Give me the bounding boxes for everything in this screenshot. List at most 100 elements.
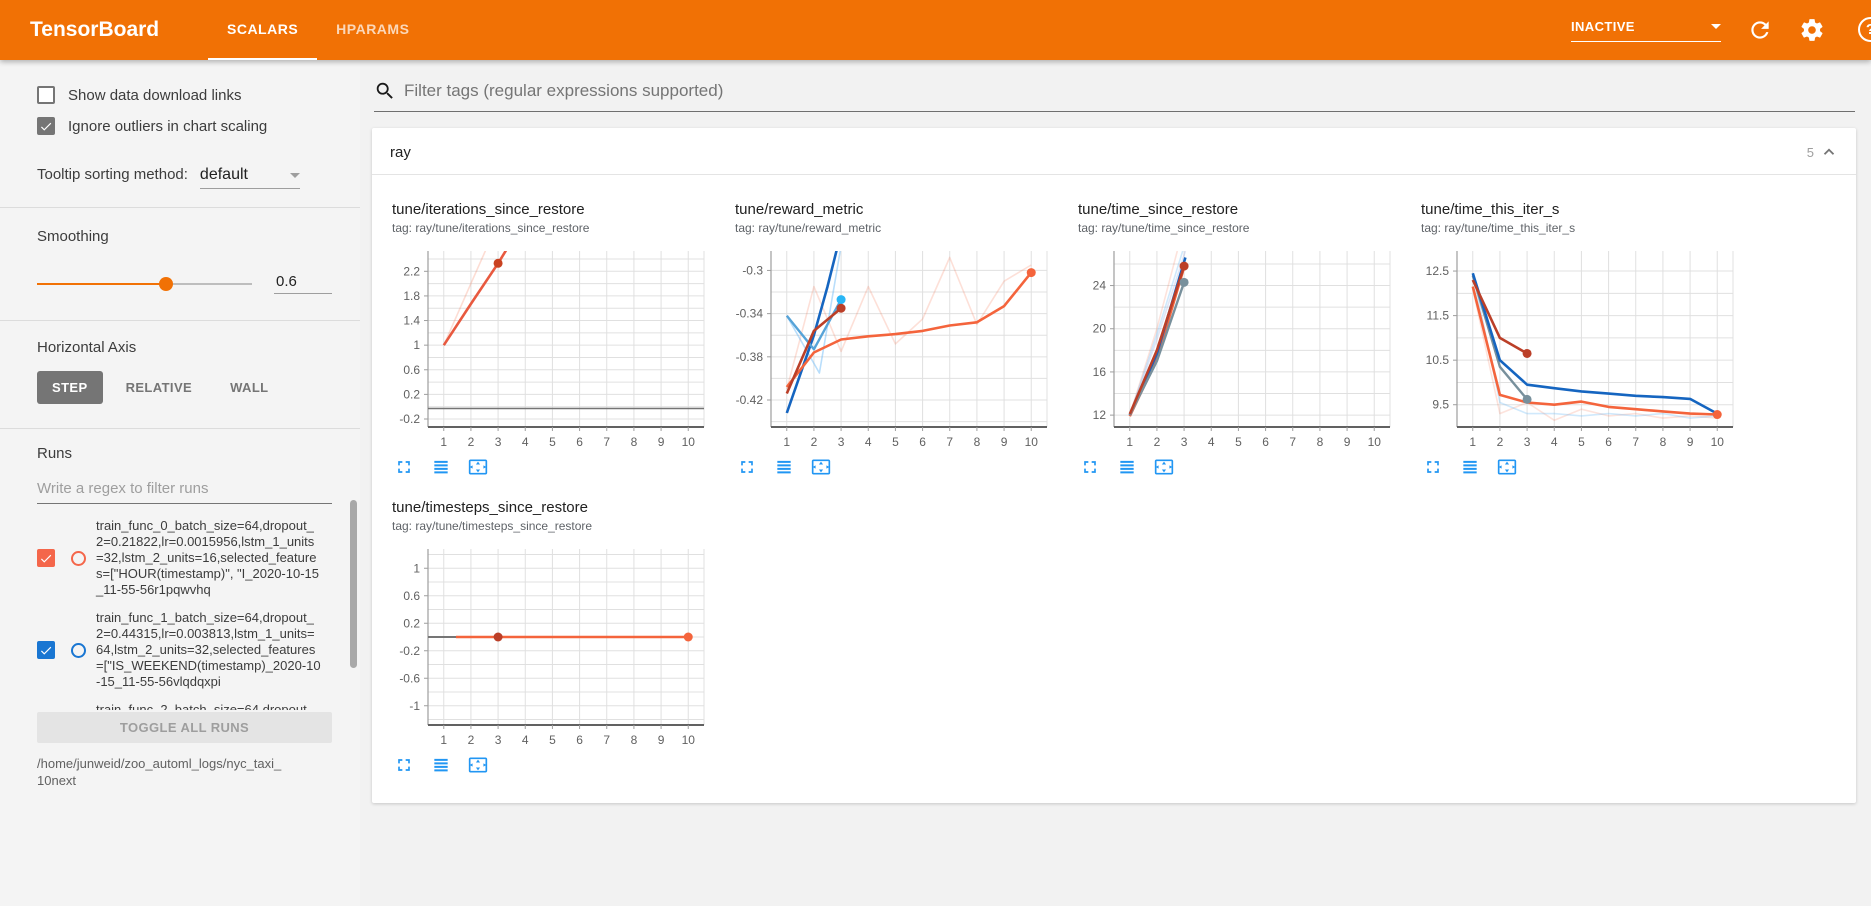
run-radio[interactable] [71,642,86,658]
chart-card-3: tune/time_this_iter_s tag: ray/tune/time_… [1409,189,1752,477]
horizontal-axis-label: Horizontal Axis [37,339,137,356]
fullscreen-icon[interactable] [1423,457,1443,477]
checkbox-label: Show data download links [68,86,242,104]
svg-text:9: 9 [658,733,665,747]
runs-section: Runs train_func_0_batch_size=64,dropout_… [0,429,360,789]
tag-group-header[interactable]: ray 5 [372,128,1856,175]
svg-text:-1: -1 [409,699,420,713]
tab-scalars[interactable]: SCALARS [208,0,318,60]
svg-text:10: 10 [1368,435,1382,449]
line-chart-plot[interactable]: -0.3 -0.34 -0.38 -0.42 1 2 3 4 5 6 7 8 9 10 [723,243,1053,455]
svg-text:12.5: 12.5 [1426,264,1450,278]
svg-text:16: 16 [1093,365,1107,379]
chart-actions [394,755,723,775]
settings-sidebar: Show data download links Ignore outliers… [0,60,360,906]
svg-text:4: 4 [1551,435,1558,449]
svg-text:7: 7 [603,435,610,449]
fullscreen-icon[interactable] [1080,457,1100,477]
tooltip-sorting-dropdown[interactable]: default [199,166,300,189]
checkbox-unchecked-icon[interactable] [37,86,55,104]
settings-gear-icon[interactable] [1799,17,1825,43]
svg-text:4: 4 [865,435,872,449]
run-selector-icon[interactable] [431,457,451,477]
status-badge: INACTIVE [1571,18,1635,34]
chart-tag: tag: ray/tune/time_this_iter_s [1421,221,1576,235]
svg-text:6: 6 [1605,435,1612,449]
ignore-outliers-option[interactable]: Ignore outliers in chart scaling [37,117,332,135]
svg-text:12: 12 [1093,408,1107,422]
checkbox-checked-icon[interactable] [37,117,55,135]
chart-title: tune/iterations_since_restore [392,201,585,218]
run-item-0[interactable]: train_func_0_batch_size=64,dropout_2=0.2… [37,518,332,598]
topbar-actions: INACTIVE [1571,17,1871,43]
fullscreen-icon[interactable] [394,755,414,775]
axis-option-wall[interactable]: WALL [230,380,269,395]
slider-fill [37,282,166,285]
slider-thumb[interactable] [159,276,173,291]
tag-filter-row [374,80,1855,112]
run-selector-icon[interactable] [1460,457,1480,477]
svg-text:1: 1 [413,561,420,575]
run-selector-icon[interactable] [1117,457,1137,477]
run-item-2[interactable]: train_func_2_batch_size=64,dropout_2= [37,702,332,710]
svg-text:6: 6 [576,435,583,449]
svg-text:5: 5 [1235,435,1242,449]
tooltip-sorting-row: Tooltip sorting method: default [37,166,332,189]
axis-option-relative[interactable]: RELATIVE [125,380,193,395]
charts-grid: tune/iterations_since_restore tag: ray/tu… [372,175,1856,803]
chart-count-badge: 5 [1806,144,1814,160]
run-item-1[interactable]: train_func_1_batch_size=64,dropout_2=0.4… [37,610,332,690]
expand-card-icon[interactable] [468,755,488,775]
line-chart-plot[interactable]: 2.2 1.8 1.4 1 0.6 0.2 -0.2 1 2 3 4 5 6 7 8 9 10 [380,243,710,455]
svg-text:6: 6 [576,733,583,747]
tag-group-card-ray: ray 5 tune/iterations_since_restore tag: … [372,128,1856,803]
divider [0,428,360,429]
svg-text:5: 5 [892,435,899,449]
tag-filter-input[interactable] [404,81,1855,101]
sidebar-scrollbar[interactable] [350,500,357,668]
svg-text:7: 7 [946,435,953,449]
chart-tag: tag: ray/tune/iterations_since_restore [392,221,590,235]
run-checkbox[interactable] [37,641,55,659]
tab-hparams[interactable]: HPARAMS [336,21,410,37]
fullscreen-icon[interactable] [737,457,757,477]
show-download-links-option[interactable]: Show data download links [37,86,332,104]
fullscreen-icon[interactable] [394,457,414,477]
run-selector-icon[interactable] [774,457,794,477]
svg-text:7: 7 [1632,435,1639,449]
expand-card-icon[interactable] [1154,457,1174,477]
svg-text:6: 6 [919,435,926,449]
chart-tag: tag: ray/tune/timesteps_since_restore [392,519,593,533]
chart-card-0: tune/iterations_since_restore tag: ray/tu… [380,189,723,477]
tag-group-name: ray [390,143,411,161]
refresh-icon[interactable] [1747,17,1773,43]
expand-card-icon[interactable] [1497,457,1517,477]
run-selector-icon[interactable] [431,755,451,775]
smoothing-slider[interactable] [37,276,252,291]
line-chart-plot[interactable]: 12.5 11.5 10.5 9.5 1 2 3 4 5 6 7 8 9 10 [1409,243,1739,455]
general-options-section: Show data download links Ignore outliers… [0,60,360,207]
svg-text:5: 5 [549,435,556,449]
runs-filter-input[interactable] [37,476,332,504]
smoothing-value-field[interactable]: 0.6 [274,273,332,294]
expand-card-icon[interactable] [468,457,488,477]
svg-text:2: 2 [1154,435,1161,449]
toggle-all-runs-button[interactable]: TOGGLE ALL RUNS [37,712,332,743]
search-icon [376,82,393,99]
reload-status-dropdown[interactable]: INACTIVE [1571,19,1721,42]
svg-text:9: 9 [1687,435,1694,449]
chevron-up-icon[interactable] [1820,143,1838,161]
line-chart-plot[interactable]: 1 0.6 0.2 -0.2 -0.6 -1 1 2 3 4 5 6 7 8 9 10 [380,541,710,753]
axis-option-step[interactable]: STEP [37,371,103,404]
svg-text:6: 6 [1262,435,1269,449]
run-name: train_func_2_batch_size=64,dropout_2= [96,702,314,710]
svg-text:9: 9 [1001,435,1008,449]
run-name: train_func_0_batch_size=64,dropout_2=0.2… [96,518,320,597]
svg-text:2: 2 [468,435,475,449]
checkbox-label: Ignore outliers in chart scaling [68,117,268,135]
run-radio[interactable] [71,550,86,566]
svg-text:2: 2 [468,733,475,747]
expand-card-icon[interactable] [811,457,831,477]
run-checkbox[interactable] [37,549,55,567]
